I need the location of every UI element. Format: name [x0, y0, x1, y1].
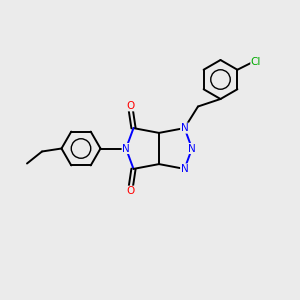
Text: N: N — [188, 143, 196, 154]
Text: O: O — [126, 186, 134, 196]
Text: N: N — [181, 164, 188, 174]
Text: O: O — [126, 101, 134, 111]
Text: N: N — [181, 123, 188, 133]
Text: Cl: Cl — [251, 57, 261, 67]
Text: N: N — [122, 143, 130, 154]
